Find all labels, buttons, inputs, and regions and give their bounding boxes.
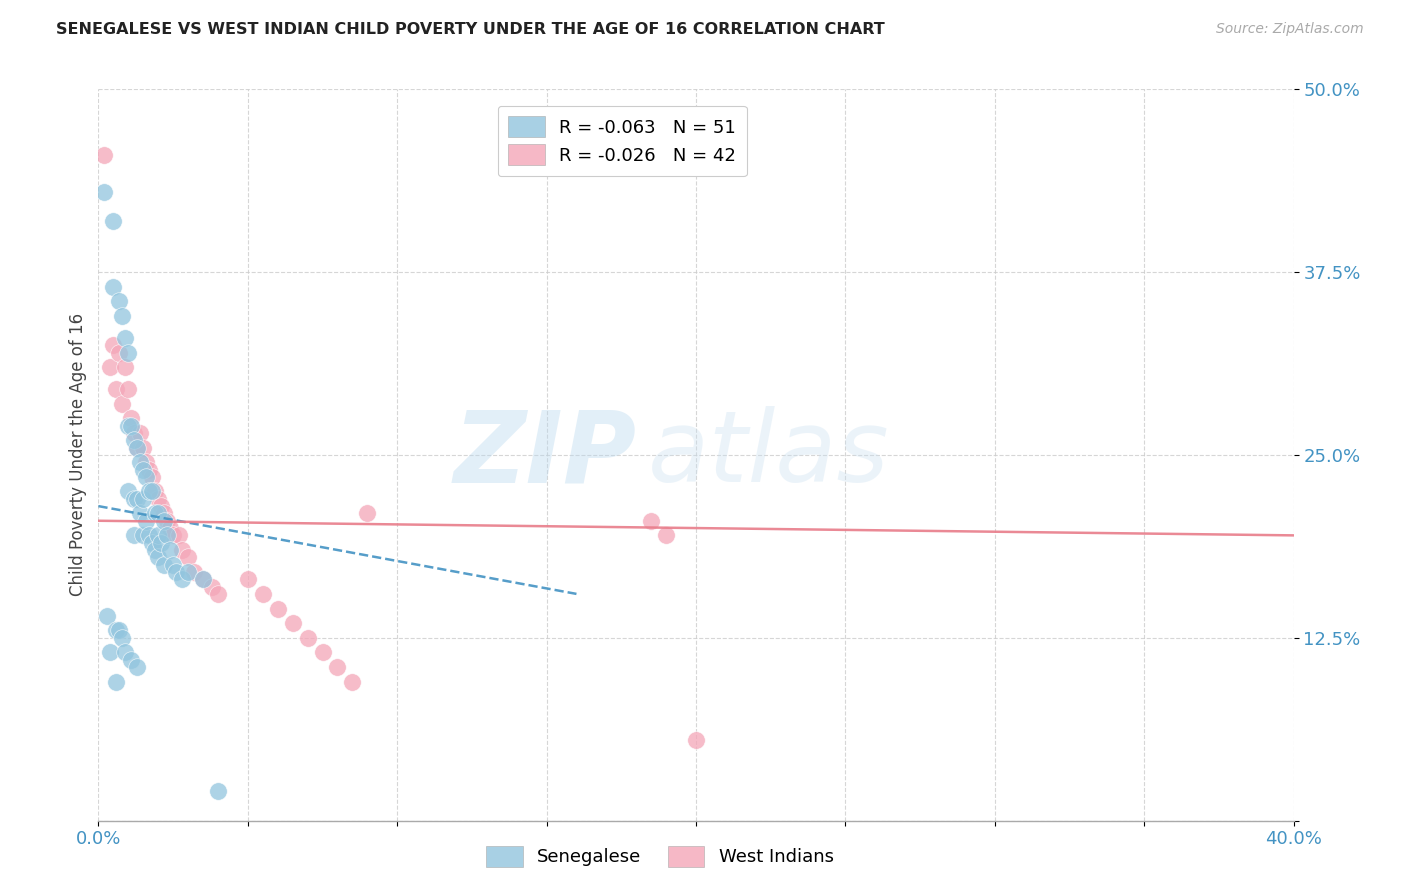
West Indians <box>655 528 678 542</box>
West Indians <box>103 338 125 352</box>
Senegalese <box>120 653 142 667</box>
Senegalese <box>156 528 179 542</box>
Senegalese <box>105 624 128 638</box>
Senegalese <box>153 558 176 572</box>
West Indians <box>120 411 142 425</box>
West Indians <box>252 587 274 601</box>
West Indians <box>150 499 173 513</box>
Legend: Senegalese, West Indians: Senegalese, West Indians <box>475 835 845 878</box>
Senegalese <box>114 645 136 659</box>
Senegalese <box>153 514 176 528</box>
West Indians <box>297 631 319 645</box>
Senegalese <box>129 507 152 521</box>
West Indians <box>114 360 136 375</box>
West Indians <box>640 514 662 528</box>
Senegalese <box>159 543 181 558</box>
Senegalese <box>132 528 155 542</box>
Senegalese <box>127 660 149 674</box>
Senegalese <box>141 484 163 499</box>
Senegalese <box>127 491 149 506</box>
West Indians <box>98 360 122 375</box>
Senegalese <box>148 507 170 521</box>
Senegalese <box>162 558 184 572</box>
Senegalese <box>108 294 131 309</box>
West Indians <box>127 441 149 455</box>
Senegalese <box>117 418 139 433</box>
Senegalese <box>127 441 149 455</box>
Senegalese <box>135 470 157 484</box>
Y-axis label: Child Poverty Under the Age of 16: Child Poverty Under the Age of 16 <box>69 313 87 597</box>
West Indians <box>183 565 205 579</box>
West Indians <box>191 572 214 586</box>
West Indians <box>167 528 190 542</box>
West Indians <box>124 425 146 440</box>
West Indians <box>138 462 160 476</box>
Text: atlas: atlas <box>648 407 890 503</box>
Senegalese <box>138 484 160 499</box>
Senegalese <box>103 214 125 228</box>
West Indians <box>93 148 115 162</box>
West Indians <box>132 441 155 455</box>
West Indians <box>267 601 290 615</box>
West Indians <box>281 616 304 631</box>
Senegalese <box>132 491 155 506</box>
Senegalese <box>124 528 146 542</box>
West Indians <box>177 550 200 565</box>
Senegalese <box>117 484 139 499</box>
Text: SENEGALESE VS WEST INDIAN CHILD POVERTY UNDER THE AGE OF 16 CORRELATION CHART: SENEGALESE VS WEST INDIAN CHILD POVERTY … <box>56 22 884 37</box>
West Indians <box>342 674 364 689</box>
Senegalese <box>124 491 146 506</box>
West Indians <box>172 543 194 558</box>
Senegalese <box>141 535 163 549</box>
Senegalese <box>177 565 200 579</box>
West Indians <box>356 507 378 521</box>
West Indians <box>201 580 224 594</box>
West Indians <box>117 382 139 396</box>
Senegalese <box>148 528 170 542</box>
Senegalese <box>103 279 125 293</box>
West Indians <box>311 645 333 659</box>
Senegalese <box>148 550 170 565</box>
Senegalese <box>111 309 134 323</box>
Text: ZIP: ZIP <box>453 407 636 503</box>
Senegalese <box>191 572 214 586</box>
West Indians <box>111 397 134 411</box>
Senegalese <box>129 455 152 469</box>
Senegalese <box>93 185 115 199</box>
Senegalese <box>143 507 166 521</box>
Senegalese <box>111 631 134 645</box>
West Indians <box>105 382 128 396</box>
Senegalese <box>172 572 194 586</box>
Senegalese <box>143 543 166 558</box>
Senegalese <box>138 528 160 542</box>
Senegalese <box>120 418 142 433</box>
West Indians <box>143 484 166 499</box>
Text: Source: ZipAtlas.com: Source: ZipAtlas.com <box>1216 22 1364 37</box>
Senegalese <box>114 331 136 345</box>
West Indians <box>162 528 184 542</box>
West Indians <box>108 345 131 359</box>
Senegalese <box>96 608 118 623</box>
West Indians <box>159 521 181 535</box>
Senegalese <box>150 535 173 549</box>
West Indians <box>156 514 179 528</box>
West Indians <box>129 425 152 440</box>
West Indians <box>153 507 176 521</box>
Senegalese <box>105 674 128 689</box>
Senegalese <box>132 462 155 476</box>
West Indians <box>148 491 170 506</box>
Senegalese <box>207 784 229 798</box>
Senegalese <box>117 345 139 359</box>
West Indians <box>141 470 163 484</box>
West Indians <box>685 733 707 747</box>
West Indians <box>135 455 157 469</box>
Senegalese <box>135 514 157 528</box>
Senegalese <box>165 565 187 579</box>
Senegalese <box>108 624 131 638</box>
Senegalese <box>98 645 122 659</box>
West Indians <box>236 572 259 586</box>
Senegalese <box>124 434 146 448</box>
West Indians <box>207 587 229 601</box>
West Indians <box>326 660 349 674</box>
